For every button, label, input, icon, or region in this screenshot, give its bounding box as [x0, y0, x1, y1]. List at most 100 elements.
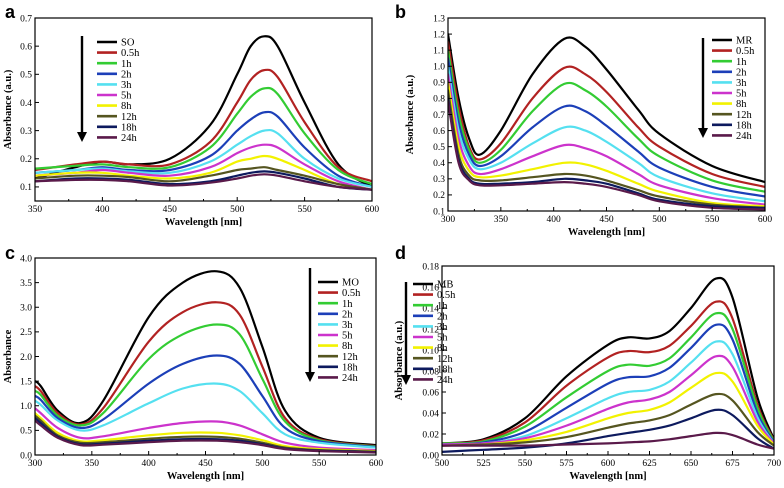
- legend-label: 24h: [121, 133, 138, 144]
- x-tick-label: 300: [441, 215, 456, 225]
- legend-label: 1h: [437, 301, 448, 312]
- y-tick-label: 0.8: [433, 95, 445, 105]
- panel-d: d 500 525 550 575 600 625 650 675 700 0.00 0.02 0.04…: [394, 243, 781, 482]
- x-tick-label: 600: [601, 459, 616, 469]
- y-tick-label: 3.5: [20, 279, 32, 289]
- series-line-0.5h: [442, 300, 774, 445]
- series-line-8h: [442, 371, 774, 447]
- series-line-18h: [35, 170, 372, 191]
- y-tick-label: 1.1: [433, 46, 445, 56]
- legend-label: 5h: [736, 89, 747, 100]
- series-line-2h: [448, 57, 765, 198]
- y-tick-label: 0.4: [433, 159, 445, 169]
- x-tick-label: 550: [518, 459, 533, 469]
- y-tick-label: 0.3: [20, 127, 32, 137]
- x-tick-label: 500: [255, 459, 270, 469]
- y-tick-label: 0.1: [433, 207, 445, 217]
- y-tick-label: 0.5: [433, 143, 445, 153]
- legend-label: 5h: [437, 333, 448, 344]
- panel-letter: d: [395, 243, 406, 263]
- trend-arrow-head: [401, 375, 411, 385]
- legend-label: 1h: [121, 59, 132, 70]
- series-line-0.5h: [35, 68, 372, 183]
- legend-label: 3h: [342, 320, 353, 331]
- series-line-1h: [442, 311, 774, 445]
- x-tick-label: 600: [758, 215, 773, 225]
- series-line-2h: [35, 354, 376, 449]
- trend-arrow-head: [698, 128, 708, 138]
- x-tick-label: 350: [494, 215, 509, 225]
- series-line-5h: [448, 73, 765, 206]
- series-line-5h: [442, 354, 774, 446]
- y-tick-label: 1.0: [433, 63, 445, 73]
- y-tick-label: 0.1: [20, 183, 32, 193]
- y-tick-label: 0.04: [422, 409, 439, 419]
- series-line-MO: [35, 270, 376, 447]
- series-line-8h: [448, 81, 765, 208]
- x-tick-label: 450: [198, 459, 213, 469]
- x-tick-label: 300: [28, 459, 43, 469]
- legend-label: 0.5h: [736, 46, 755, 57]
- series-line-8h: [35, 412, 376, 453]
- series-line-MR: [448, 33, 765, 184]
- series-group: [35, 35, 372, 191]
- panel-c: c 300 350 400 450 500 550 600 0.0 0.5 1.0 1.5 2.0 2.5…: [3, 243, 383, 482]
- y-axis-label: Absorbance: [3, 329, 14, 383]
- legend-label: 3h: [736, 78, 747, 89]
- y-tick-label: 0.2: [433, 191, 445, 201]
- series-line-24h: [35, 173, 372, 191]
- series-line-3h: [35, 382, 376, 449]
- legend-label: 12h: [736, 110, 753, 121]
- y-axis-label: Absorbance (a.u.): [3, 69, 14, 149]
- panel-letter: c: [5, 243, 15, 263]
- series-line-12h: [442, 392, 774, 447]
- x-tick-label: 575: [559, 459, 574, 469]
- legend-label: MO: [342, 278, 359, 289]
- x-tick-label: 525: [476, 459, 491, 469]
- legend-label: 1h: [736, 57, 747, 68]
- y-tick-label: 0.0: [20, 451, 32, 461]
- series-line-5h: [35, 143, 372, 191]
- legend-label: 1h: [342, 299, 353, 310]
- series-line-24h: [442, 431, 774, 450]
- y-tick-label: 0.14: [422, 304, 439, 314]
- legend-label: 18h: [342, 362, 359, 373]
- series-line-1h: [448, 49, 765, 193]
- y-axis-label: Absorbance (a.u.): [394, 320, 405, 400]
- y-tick-label: 0.6: [433, 127, 445, 137]
- y-tick-label: 0.6: [20, 42, 32, 52]
- x-tick-label: 350: [85, 459, 100, 469]
- series-line-2h: [35, 110, 372, 188]
- series-line-18h: [442, 408, 774, 453]
- legend-label: 5h: [342, 331, 353, 342]
- series-line-8h: [35, 154, 372, 191]
- legend-label: SO: [121, 38, 135, 49]
- y-tick-label: 4.0: [20, 254, 32, 264]
- y-tick-label: 0.16: [422, 283, 439, 293]
- y-tick-label: 0.00: [422, 451, 439, 461]
- panel-a: a 350 400 450 500 550 600 0.1 0.2 0.3 0.4 0.5 0.6 0.7…: [3, 2, 379, 228]
- y-tick-label: 0.9: [433, 79, 445, 89]
- legend-label: 18h: [736, 120, 753, 131]
- x-tick-label: 675: [725, 459, 740, 469]
- y-tick-label: 2.5: [20, 328, 32, 338]
- legend-label: 3h: [437, 322, 448, 333]
- x-tick-label: 625: [642, 459, 657, 469]
- x-axis-label: Wavelength [nm]: [167, 471, 244, 482]
- legend-label: 12h: [437, 354, 454, 365]
- panel-letter: a: [5, 2, 16, 22]
- legend-label: 2h: [121, 69, 132, 80]
- legend-label: 24h: [437, 375, 454, 386]
- series-line-3h: [448, 65, 765, 203]
- x-tick-label: 600: [369, 459, 384, 469]
- legend-label: 18h: [121, 122, 138, 133]
- legend-label: 0.5h: [342, 288, 361, 299]
- trend-arrow-head: [77, 132, 87, 142]
- series-line-MB: [442, 276, 774, 445]
- series-line-0.5h: [35, 301, 376, 448]
- legend-label: 12h: [342, 352, 359, 363]
- x-tick-label: 500: [230, 205, 245, 215]
- legend-label: MR: [736, 36, 752, 47]
